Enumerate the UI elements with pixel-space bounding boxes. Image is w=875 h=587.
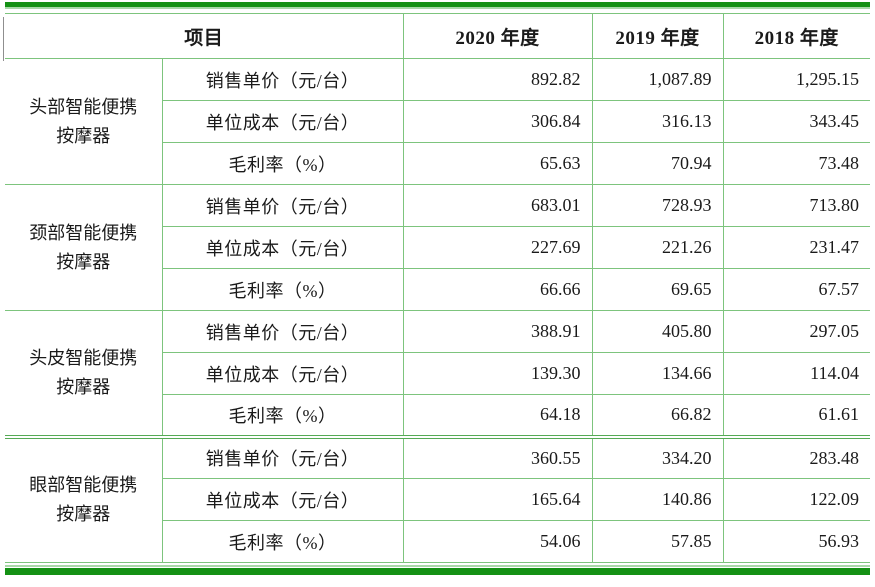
table-row: 单位成本（元/台） 306.84 316.13 343.45 <box>5 100 871 143</box>
value-2018: 56.93 <box>723 520 871 563</box>
table-row: 眼部智能便携按摩器 销售单价（元/台） 360.55 334.20 283.48 <box>5 434 871 563</box>
table-row: 单位成本（元/台） 165.64 140.86 122.09 <box>5 478 871 521</box>
table-row: 颈部智能便携按摩器 销售单价（元/台） 683.01 728.93 713.80 <box>5 184 871 311</box>
value-2018: 283.48 <box>723 434 871 479</box>
group-label-eye: 眼部智能便携按摩器 <box>5 434 163 563</box>
value-2020: 683.01 <box>403 184 593 227</box>
value-2020: 892.82 <box>403 58 593 101</box>
value-2019: 334.20 <box>592 434 724 479</box>
value-2020: 54.06 <box>403 520 593 563</box>
metric-label: 销售单价（元/台） <box>162 184 404 227</box>
value-2019: 69.65 <box>592 268 724 311</box>
value-2020: 360.55 <box>403 434 593 479</box>
value-2020: 165.64 <box>403 478 593 521</box>
value-2020: 65.63 <box>403 142 593 185</box>
value-2018: 343.45 <box>723 100 871 143</box>
value-2020: 64.18 <box>403 394 593 437</box>
table-row: 毛利率（%） 64.18 66.82 61.61 <box>5 394 871 437</box>
value-2019: 57.85 <box>592 520 724 563</box>
metric-label: 毛利率（%） <box>162 394 404 437</box>
value-2019: 405.80 <box>592 310 724 353</box>
table-row: 单位成本（元/台） 139.30 134.66 114.04 <box>5 352 871 395</box>
table-row: 头部智能便携按摩器 销售单价（元/台） 892.82 1,087.89 1,29… <box>5 58 871 185</box>
header-row: 项目 2020 年度 2019 年度 2018 年度 <box>5 13 871 59</box>
value-2020: 139.30 <box>403 352 593 395</box>
col-header-2020: 2020 年度 <box>403 13 593 59</box>
metric-label: 毛利率（%） <box>162 268 404 311</box>
metric-label: 毛利率（%） <box>162 142 404 185</box>
value-2018: 713.80 <box>723 184 871 227</box>
value-2018: 1,295.15 <box>723 58 871 101</box>
metric-label: 毛利率（%） <box>162 520 404 563</box>
table-row: 毛利率（%） 54.06 57.85 56.93 <box>5 520 871 563</box>
value-2019: 316.13 <box>592 100 724 143</box>
value-2019: 140.86 <box>592 478 724 521</box>
group-label-scalp: 头皮智能便携按摩器 <box>5 310 163 437</box>
value-2018: 61.61 <box>723 394 871 437</box>
metric-label: 单位成本（元/台） <box>162 100 404 143</box>
metric-label: 单位成本（元/台） <box>162 478 404 521</box>
value-2018: 73.48 <box>723 142 871 185</box>
metric-label: 单位成本（元/台） <box>162 226 404 269</box>
metric-label: 销售单价（元/台） <box>162 310 404 353</box>
col-header-item: 项目 <box>5 13 404 59</box>
metric-label: 销售单价（元/台） <box>162 434 404 479</box>
value-2019: 728.93 <box>592 184 724 227</box>
value-2018: 67.57 <box>723 268 871 311</box>
metric-label: 销售单价（元/台） <box>162 58 404 101</box>
value-2018: 114.04 <box>723 352 871 395</box>
group-label-neck: 颈部智能便携按摩器 <box>5 184 163 311</box>
top-rule-bar <box>5 2 870 9</box>
bottom-rule-edge <box>5 565 870 567</box>
table-row: 毛利率（%） 66.66 69.65 67.57 <box>5 268 871 311</box>
col-header-2019: 2019 年度 <box>592 13 724 59</box>
table-row: 单位成本（元/台） 227.69 221.26 231.47 <box>5 226 871 269</box>
metric-label: 单位成本（元/台） <box>162 352 404 395</box>
header-left-edge-line <box>3 17 4 61</box>
value-2019: 66.82 <box>592 394 724 437</box>
group-label-head: 头部智能便携按摩器 <box>5 58 163 185</box>
value-2019: 70.94 <box>592 142 724 185</box>
value-2020: 66.66 <box>403 268 593 311</box>
value-2019: 221.26 <box>592 226 724 269</box>
value-2019: 134.66 <box>592 352 724 395</box>
value-2020: 306.84 <box>403 100 593 143</box>
table-row: 头皮智能便携按摩器 销售单价（元/台） 388.91 405.80 297.05 <box>5 310 871 437</box>
margin-table: 项目 2020 年度 2019 年度 2018 年度 头部智能便携按摩器 销售单… <box>5 13 871 563</box>
value-2018: 297.05 <box>723 310 871 353</box>
bottom-rule-bar <box>5 568 870 575</box>
value-2020: 388.91 <box>403 310 593 353</box>
value-2020: 227.69 <box>403 226 593 269</box>
col-header-2018: 2018 年度 <box>723 13 871 59</box>
value-2018: 122.09 <box>723 478 871 521</box>
value-2019: 1,087.89 <box>592 58 724 101</box>
table-row: 毛利率（%） 65.63 70.94 73.48 <box>5 142 871 185</box>
value-2018: 231.47 <box>723 226 871 269</box>
